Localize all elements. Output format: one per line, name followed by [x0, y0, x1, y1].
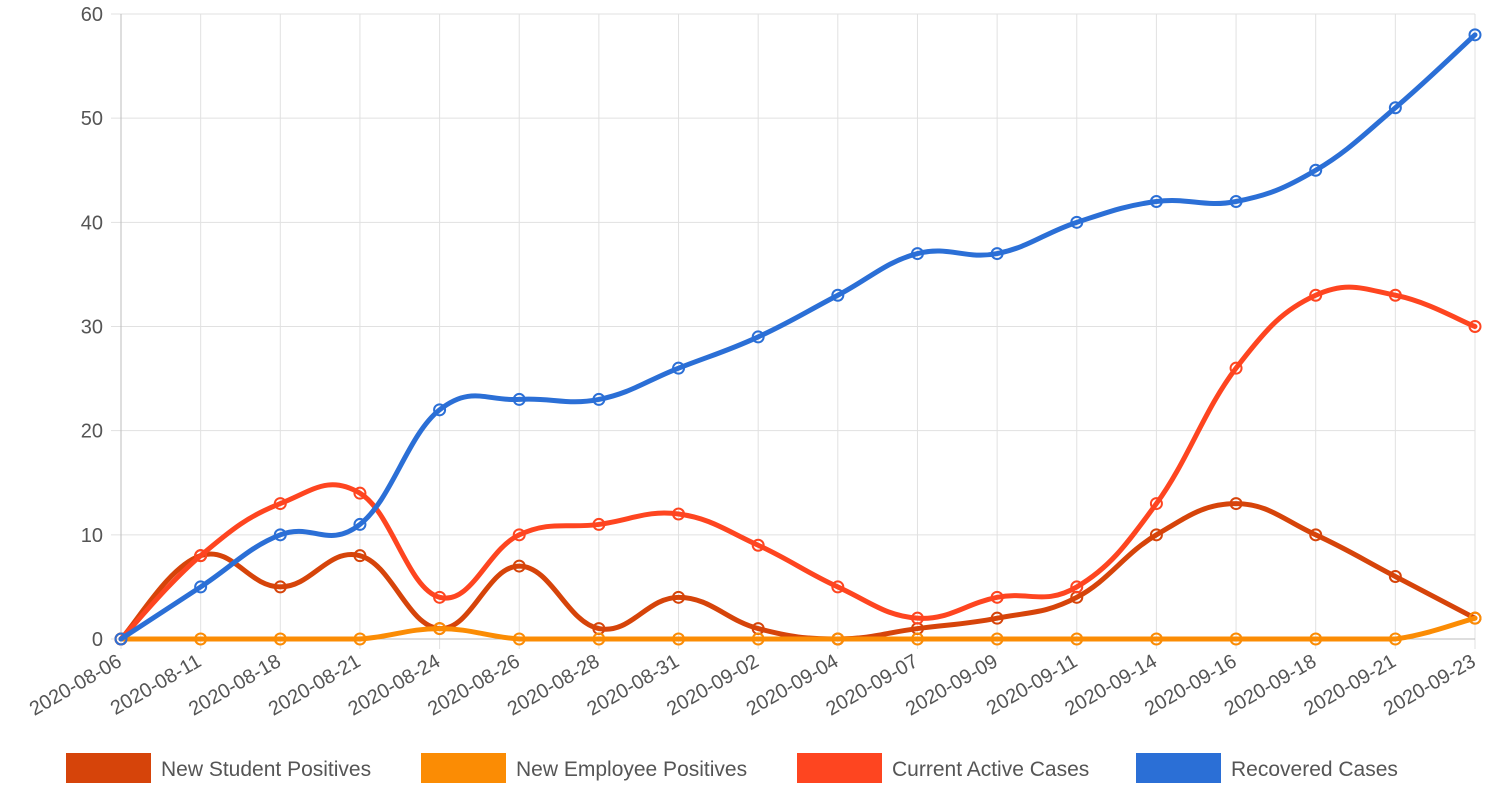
legend-swatch: [66, 753, 151, 783]
y-tick-label: 40: [81, 212, 103, 234]
legend-label: Current Active Cases: [892, 758, 1089, 781]
data-point: [194, 549, 208, 563]
data-point: [1229, 361, 1243, 375]
data-point: [672, 590, 686, 604]
data-point: [1309, 288, 1323, 302]
data-point: [751, 538, 765, 552]
data-point: [1149, 528, 1163, 542]
data-point: [672, 361, 686, 375]
legend-item[interactable]: Current Active Cases: [797, 753, 1089, 783]
data-point: [1229, 497, 1243, 511]
y-tick-label: 30: [81, 317, 103, 339]
data-point: [194, 580, 208, 594]
data-point: [831, 632, 845, 646]
data-point: [1309, 528, 1323, 542]
data-point: [353, 517, 367, 531]
series-current-active-cases: [114, 284, 1482, 646]
data-point: [273, 580, 287, 594]
series-line: [118, 615, 1478, 642]
data-point: [1149, 195, 1163, 208]
data-point: [512, 392, 526, 406]
data-point: [1229, 632, 1243, 646]
legend-label: New Student Positives: [161, 758, 371, 781]
data-point: [910, 247, 924, 261]
series-line: [118, 501, 1478, 642]
data-point: [1070, 215, 1084, 229]
data-point: [433, 403, 447, 417]
y-tick-label: 60: [81, 4, 103, 26]
data-point: [1468, 611, 1482, 625]
series-new-employee-positives: [114, 611, 1482, 646]
data-point: [512, 632, 526, 646]
series-new-student-positives: [114, 497, 1482, 646]
series-recovered-cases: [114, 28, 1482, 646]
data-point: [831, 580, 845, 594]
legend[interactable]: New Student Positives New Employee Positi…: [66, 753, 1398, 783]
data-point: [1070, 580, 1084, 594]
data-point: [512, 528, 526, 542]
data-point: [1070, 632, 1084, 646]
data-point: [990, 611, 1004, 625]
y-tick-label: 0: [92, 629, 103, 651]
data-point: [1468, 320, 1482, 333]
legend-label: Recovered Cases: [1231, 758, 1398, 781]
data-point: [353, 549, 367, 563]
data-point: [592, 517, 606, 531]
y-tick-label: 20: [81, 421, 103, 443]
y-axis-ticks: 0 10 20 30 40 50 60: [81, 4, 103, 651]
data-point: [1149, 632, 1163, 646]
data-point: [1388, 101, 1402, 115]
series-line: [118, 32, 1478, 642]
data-point: [1388, 570, 1402, 583]
y-tick-label: 50: [81, 108, 103, 130]
x-tick-label: 2020-08-06: [26, 650, 126, 720]
data-point: [194, 632, 208, 646]
legend-swatch: [421, 753, 506, 783]
legend-item[interactable]: New Student Positives: [66, 753, 371, 783]
legend-swatch: [1136, 753, 1221, 783]
data-point: [114, 632, 128, 646]
grid: [111, 13, 1476, 649]
x-axis-ticks: 2020-08-062020-08-112020-08-182020-08-21…: [26, 650, 1480, 720]
data-point: [910, 632, 924, 646]
data-point: [1309, 163, 1323, 177]
data-point: [1388, 288, 1402, 302]
data-point: [1468, 28, 1482, 42]
data-point: [1388, 632, 1402, 646]
data-point: [273, 632, 287, 646]
data-point: [433, 622, 447, 636]
data-point: [1309, 632, 1323, 646]
data-point: [990, 247, 1004, 261]
data-point: [831, 288, 845, 302]
legend-swatch: [797, 753, 882, 783]
data-point: [273, 528, 287, 542]
data-point: [672, 507, 686, 521]
data-point: [512, 559, 526, 573]
data-point: [910, 611, 924, 625]
legend-item[interactable]: Recovered Cases: [1136, 753, 1398, 783]
data-point: [592, 392, 606, 406]
y-tick-label: 10: [81, 525, 103, 547]
data-point: [990, 590, 1004, 604]
legend-label: New Employee Positives: [516, 758, 747, 781]
data-point: [751, 330, 765, 344]
data-point: [990, 632, 1004, 646]
data-point: [353, 632, 367, 646]
data-point: [1229, 195, 1243, 208]
series-group: [114, 28, 1482, 646]
data-point: [353, 486, 367, 500]
data-point: [751, 632, 765, 646]
series-line: [118, 284, 1478, 642]
legend-item[interactable]: New Employee Positives: [421, 753, 747, 783]
data-point: [273, 497, 287, 511]
data-point: [1149, 497, 1163, 511]
data-point: [672, 632, 686, 646]
data-point: [592, 632, 606, 646]
data-point: [433, 590, 447, 604]
